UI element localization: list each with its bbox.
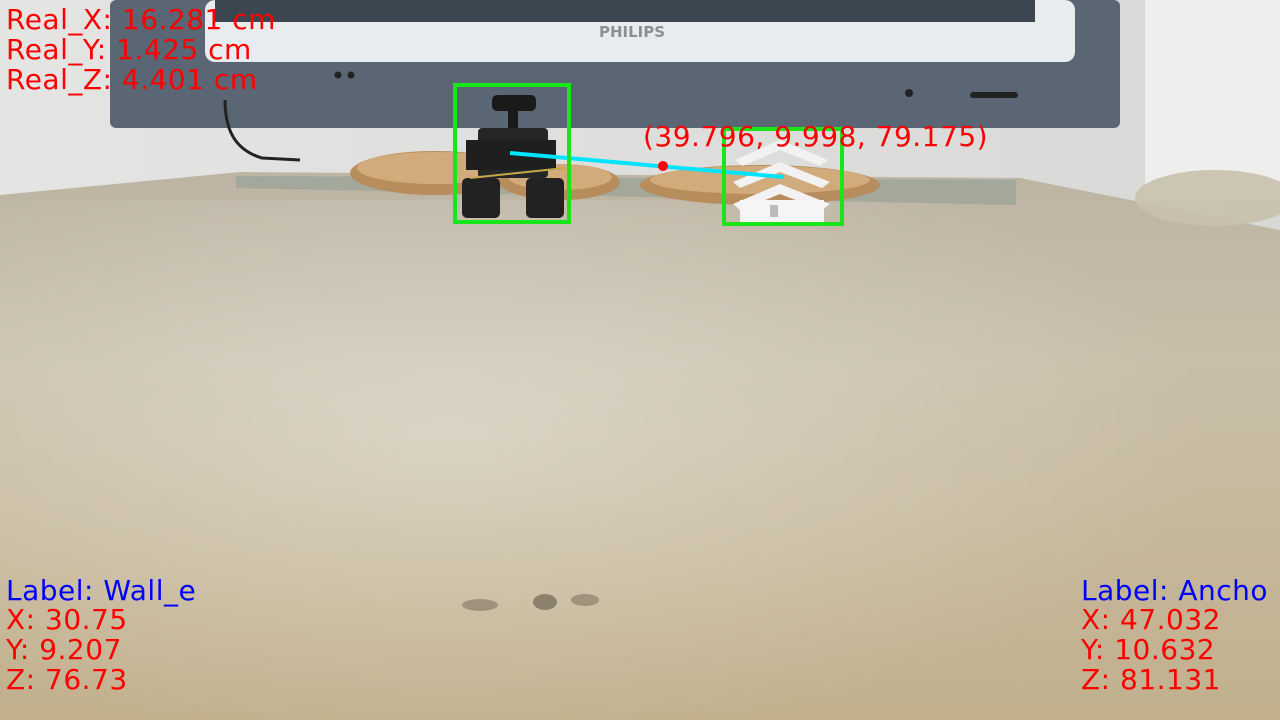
object-z-value: Z: 76.73 xyxy=(6,663,128,696)
real-z-readout: Real_Z: 4.401 cm xyxy=(6,63,258,96)
monitor: PHILIPS xyxy=(110,0,1120,128)
midpoint-label: (39.796, 9.998, 79.175) xyxy=(643,120,989,153)
anchor-object xyxy=(733,140,830,222)
link-line xyxy=(509,151,785,179)
real-y-readout: Real_Y: 1.425 cm xyxy=(6,33,252,66)
object-y-value: Y: 9.207 xyxy=(6,633,122,666)
object-z-value: Z: 81.131 xyxy=(1081,663,1221,696)
object-x-value: X: 30.75 xyxy=(6,603,128,636)
object-label: Label: Ancho xyxy=(1081,574,1269,607)
wall-e-bounding-box xyxy=(453,83,571,224)
anchor-bounding-box xyxy=(722,127,844,226)
real-x-readout: Real_X: 16.281 cm xyxy=(6,3,276,36)
monitor-brand: PHILIPS xyxy=(599,23,665,41)
object-y-value: Y: 10.632 xyxy=(1081,633,1216,666)
midpoint-dot xyxy=(658,161,668,171)
object-label: Label: Wall_e xyxy=(6,574,197,607)
object-x-value: X: 47.032 xyxy=(1081,603,1221,636)
